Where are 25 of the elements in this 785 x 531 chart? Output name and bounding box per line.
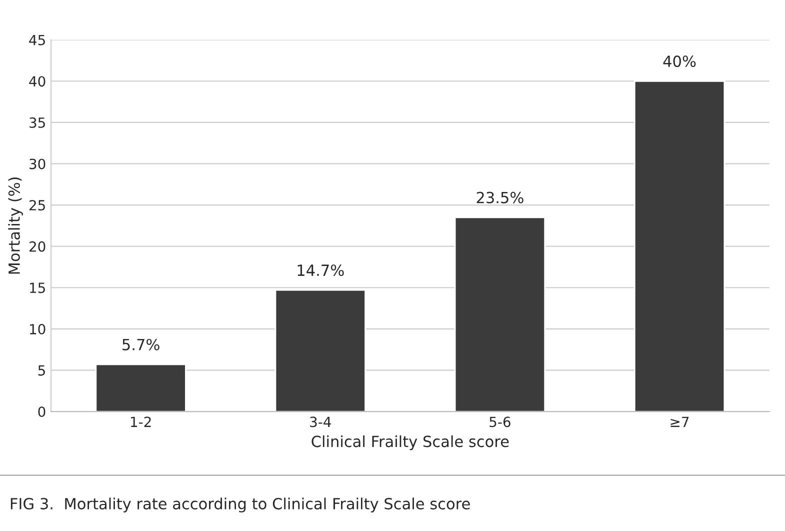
y-axis-title: Mortality (%): [8, 178, 23, 274]
y-tick-label: 45: [29, 34, 45, 46]
y-tick-label: 5: [38, 365, 45, 376]
y-tick-label: 0: [38, 406, 46, 417]
y-tick-label: 25: [30, 200, 45, 210]
y-tick-label: 15: [30, 282, 45, 294]
data-label: 14.7%: [298, 264, 344, 276]
data-label: 5.7%: [122, 338, 160, 350]
data-label: 23.5%: [476, 192, 524, 204]
caption: FIG 3. Mortality rate according to Clinical Frailty Scale score: [10, 498, 470, 512]
data-label: 40%: [663, 56, 696, 68]
y-tick-label: 30: [30, 158, 46, 170]
y-tick-label: 40: [29, 76, 46, 87]
x-tick-label: 1-2: [130, 416, 151, 427]
x-tick-label: 3-4: [310, 416, 331, 428]
y-tick-label: 35: [30, 117, 45, 128]
bar: [634, 80, 726, 412]
x-tick-label: 5-6: [490, 416, 510, 428]
bar: [454, 216, 546, 412]
y-tick-label: 10: [30, 324, 46, 334]
bar: [274, 289, 366, 412]
x-axis-title: Clinical Frailty Scale score: [312, 435, 509, 450]
x-tick-label: ≥7: [670, 416, 689, 427]
y-tick-label: 20: [30, 241, 46, 252]
bar: [95, 364, 186, 412]
